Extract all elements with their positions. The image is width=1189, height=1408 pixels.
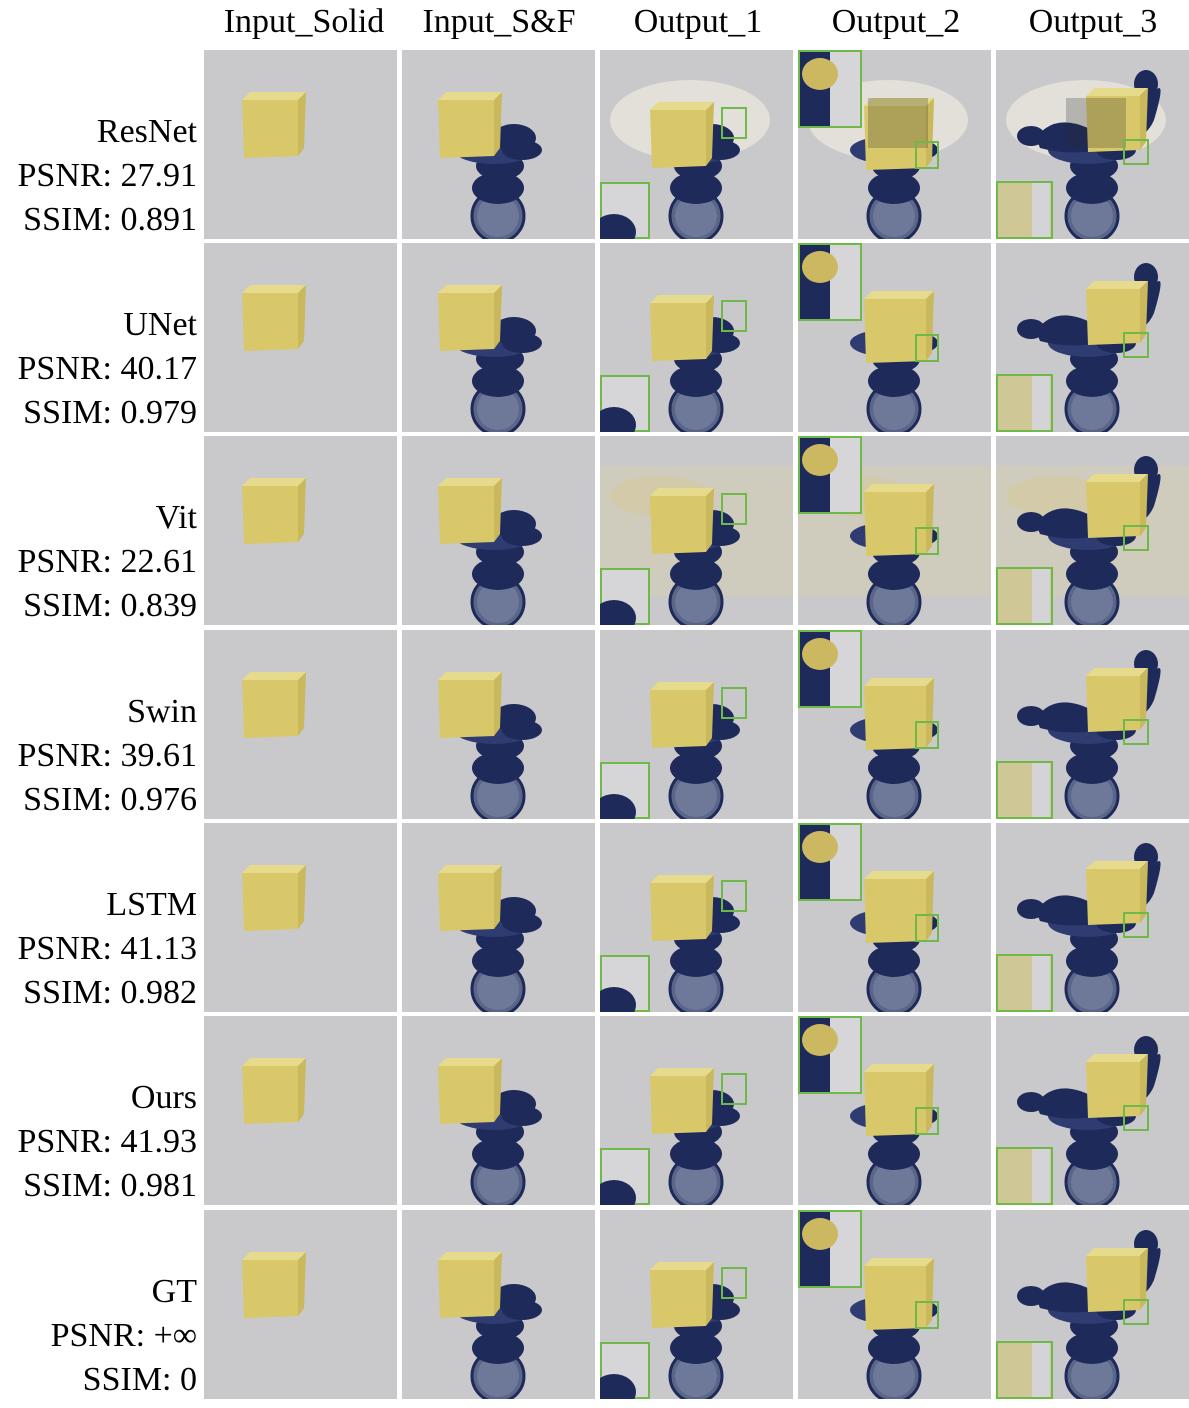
row-ssim: SSIM: 0.839: [23, 587, 197, 624]
row-method: LSTM: [106, 886, 197, 923]
image-tile: [600, 1016, 793, 1205]
image-tile: [402, 243, 595, 432]
row-psnr: PSNR: +∞: [50, 1317, 197, 1354]
image-tile: [600, 50, 793, 239]
row-label: Swin PSNR: 39.61 SSIM: 0.976: [0, 690, 198, 822]
row-psnr: PSNR: 27.91: [17, 157, 198, 194]
image-tile: [402, 823, 595, 1012]
row-method: ResNet: [96, 113, 197, 150]
row-label: ResNet PSNR: 27.91 SSIM: 0.891: [0, 110, 198, 242]
row-label: UNet PSNR: 40.17 SSIM: 0.979: [0, 303, 198, 435]
image-tile: [798, 243, 991, 432]
image-tile: [798, 1016, 991, 1205]
column-header: Input_Solid: [223, 3, 385, 40]
image-tile: [798, 50, 991, 239]
row-label: LSTM PSNR: 41.13 SSIM: 0.982: [0, 883, 198, 1015]
image-tile: [600, 823, 793, 1012]
image-tile: [996, 1210, 1189, 1399]
column-header: Output_3: [1028, 3, 1158, 40]
image-tile: [996, 243, 1189, 432]
row-psnr: PSNR: 41.93: [17, 1123, 198, 1160]
image-tile: [204, 436, 397, 625]
row-psnr: PSNR: 22.61: [17, 543, 198, 580]
image-tile: [798, 823, 991, 1012]
image-tile: [402, 1210, 595, 1399]
image-tile: [204, 823, 397, 1012]
row-ssim: SSIM: 0.982: [23, 974, 197, 1011]
image-tile: [798, 1210, 991, 1399]
image-tile: [996, 50, 1189, 239]
row-label: Ours PSNR: 41.93 SSIM: 0.981: [0, 1076, 198, 1208]
image-tile: [600, 436, 793, 625]
column-header: Output_2: [831, 3, 961, 40]
row-ssim: SSIM: 0.976: [23, 781, 197, 818]
image-tile: [600, 1210, 793, 1399]
image-tile: [996, 436, 1189, 625]
row-ssim: SSIM: 0.891: [23, 201, 197, 238]
row-method: UNet: [123, 306, 197, 343]
row-psnr: PSNR: 40.17: [17, 350, 198, 387]
row-psnr: PSNR: 39.61: [17, 737, 198, 774]
row-ssim: SSIM: 0.979: [23, 394, 197, 431]
image-tile: [402, 630, 595, 819]
image-tile: [798, 436, 991, 625]
row-label: GT PSNR: +∞ SSIM: 0: [0, 1270, 197, 1402]
image-tile: [798, 630, 991, 819]
row-method: Ours: [130, 1079, 197, 1116]
image-tile: [204, 1016, 397, 1205]
image-tile: [204, 50, 397, 239]
image-tile: [204, 630, 397, 819]
row-method: GT: [151, 1273, 197, 1310]
row-ssim: SSIM: 0.981: [23, 1167, 197, 1204]
image-tile: [996, 1016, 1189, 1205]
image-tile: [402, 50, 595, 239]
image-tile: [600, 243, 793, 432]
column-header: Output_1: [633, 3, 763, 40]
row-method: Vit: [155, 499, 197, 536]
image-tile: [600, 630, 793, 819]
row-method: Swin: [127, 693, 197, 730]
row-psnr: PSNR: 41.13: [17, 930, 198, 967]
row-ssim: SSIM: 0: [82, 1361, 197, 1398]
image-tile: [402, 1016, 595, 1205]
image-tile: [204, 1210, 397, 1399]
row-label: Vit PSNR: 22.61 SSIM: 0.839: [0, 496, 198, 628]
image-tile: [996, 823, 1189, 1012]
image-tile: [402, 436, 595, 625]
image-tile: [204, 243, 397, 432]
image-tile: [996, 630, 1189, 819]
column-header: Input_S&F: [422, 3, 576, 40]
